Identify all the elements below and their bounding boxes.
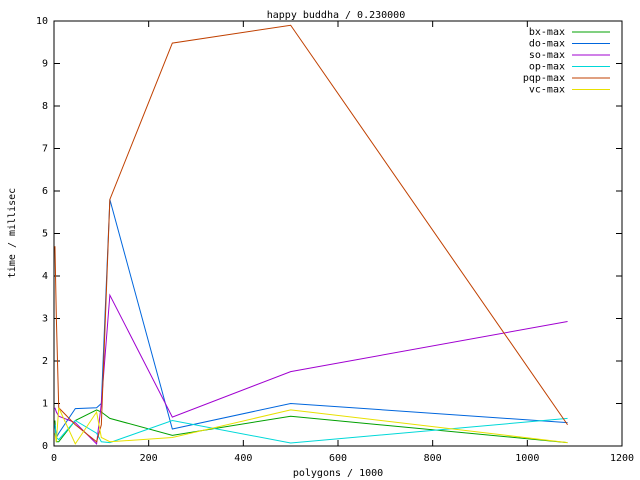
x-axis-label: polygons / 1000 xyxy=(293,468,383,479)
x-tick-label: 0 xyxy=(51,453,57,464)
legend-label: pqp-max xyxy=(523,73,565,84)
legend-label: op-max xyxy=(529,62,565,73)
series-line xyxy=(54,24,568,443)
series-line xyxy=(54,293,568,445)
y-tick-label: 9 xyxy=(42,59,48,70)
y-tick-label: 8 xyxy=(42,101,48,112)
y-tick-label: 1 xyxy=(42,399,48,410)
x-tick-label: 1200 xyxy=(610,453,634,464)
series-line xyxy=(54,199,568,440)
series-line xyxy=(54,409,568,444)
chart-title: happy buddha / 0.230000 xyxy=(267,10,405,21)
y-tick-label: 10 xyxy=(36,16,48,27)
y-tick-label: 3 xyxy=(42,314,48,325)
x-tick-label: 400 xyxy=(234,453,252,464)
y-tick-label: 0 xyxy=(42,441,48,452)
y-axis-label: time / millisec xyxy=(7,188,18,278)
y-tick-label: 5 xyxy=(42,229,48,240)
y-tick-label: 2 xyxy=(42,356,48,367)
y-tick-label: 7 xyxy=(42,144,48,155)
y-tick-label: 4 xyxy=(42,271,48,282)
x-tick-label: 800 xyxy=(424,453,442,464)
legend-label: so-max xyxy=(529,50,565,61)
y-tick-label: 6 xyxy=(42,186,48,197)
legend-label: do-max xyxy=(529,39,565,50)
series-line xyxy=(54,407,568,445)
series-line xyxy=(54,417,568,444)
x-tick-label: 200 xyxy=(140,453,158,464)
x-tick-label: 1000 xyxy=(515,453,539,464)
x-tick-label: 600 xyxy=(329,453,347,464)
legend-label: vc-max xyxy=(529,85,565,96)
legend-label: bx-max xyxy=(529,27,565,38)
